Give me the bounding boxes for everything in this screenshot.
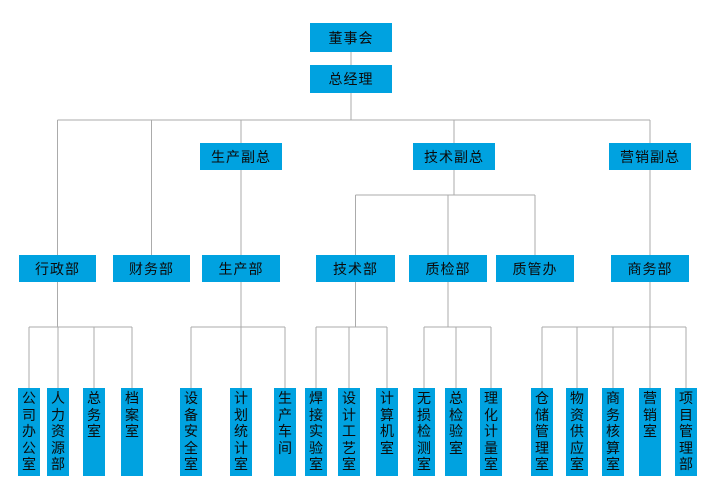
org-node-plan-stat: 计 划 统 计 室 — [230, 388, 252, 476]
org-node-biz: 商务部 — [611, 255, 689, 282]
org-node-tech: 技术部 — [316, 255, 395, 282]
org-node-supply: 物 资 供 应 室 — [566, 388, 588, 476]
org-node-ndt: 无 损 检 测 室 — [413, 388, 435, 476]
org-node-admin: 行政部 — [19, 255, 96, 282]
org-node-marketing-office: 营 销 室 — [639, 388, 661, 476]
org-node-qc: 质检部 — [409, 255, 487, 282]
org-node-board: 董事会 — [310, 23, 392, 52]
org-node-project-mgmt: 项 目 管 理 部 — [675, 388, 697, 476]
org-node-metrology: 理 化 计 量 室 — [480, 388, 502, 476]
org-node-vp-prod: 生产副总 — [200, 143, 282, 170]
org-node-design-process: 设 计 工 艺 室 — [338, 388, 360, 476]
org-node-hr: 人 力 资 源 部 — [47, 388, 69, 476]
org-node-equip-safety: 设 备 安 全 室 — [180, 388, 202, 476]
org-node-gm: 总经理 — [310, 65, 392, 93]
org-node-finance: 财务部 — [113, 255, 190, 282]
org-node-archives: 档 案 室 — [121, 388, 143, 476]
org-node-biz-accounting: 商 务 核 算 室 — [602, 388, 624, 476]
org-node-qm: 质管办 — [496, 255, 574, 282]
org-node-inspection: 总 检 验 室 — [445, 388, 467, 476]
org-node-welding-lab: 焊 接 实 验 室 — [305, 388, 327, 476]
org-node-prod: 生产部 — [202, 255, 280, 282]
org-node-vp-tech: 技术副总 — [413, 143, 495, 170]
org-node-vp-mkt: 营销副总 — [609, 143, 691, 170]
connector-path — [28, 52, 687, 388]
org-node-computer-room: 计 算 机 室 — [376, 388, 398, 476]
org-node-workshop: 生 产 车 间 — [274, 388, 296, 476]
org-node-general-affairs: 总 务 室 — [83, 388, 105, 476]
org-node-company-office: 公 司 办 公 室 — [18, 388, 40, 476]
org-node-warehouse: 仓 储 管 理 室 — [531, 388, 553, 476]
